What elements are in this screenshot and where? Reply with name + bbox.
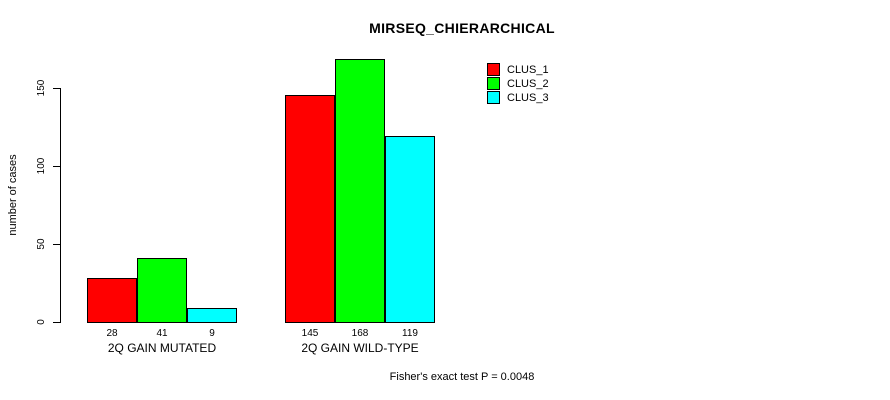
legend-swatch-clus_1 bbox=[487, 63, 500, 76]
legend-swatch-clus_2 bbox=[487, 77, 500, 90]
bar-value-label: 145 bbox=[301, 328, 319, 339]
legend-item-clus_3: CLUS_3 bbox=[487, 91, 549, 104]
bar-value-label: 119 bbox=[402, 328, 418, 339]
legend-label: CLUS_1 bbox=[507, 63, 549, 76]
chart-title: MIRSEQ_CHIERARCHICAL bbox=[369, 20, 555, 36]
bar-clus_3-group2 bbox=[385, 136, 435, 323]
bar-value-label: 9 bbox=[209, 328, 215, 339]
bar-clus_2-group2 bbox=[335, 59, 385, 323]
bar-value-label: 41 bbox=[156, 328, 168, 339]
y-tick-label-100: 100 bbox=[36, 157, 47, 175]
x-category-label-group1: 2Q GAIN MUTATED bbox=[107, 341, 217, 355]
y-tick-0 bbox=[53, 322, 60, 323]
y-tick-label-0: 0 bbox=[36, 319, 47, 325]
footnote-fisher-test: Fisher's exact test P = 0.0048 bbox=[389, 371, 535, 383]
y-tick-label-50: 50 bbox=[36, 238, 47, 250]
y-tick-100 bbox=[53, 166, 60, 167]
bar-clus_3-group1 bbox=[187, 308, 237, 323]
bar-clus_2-group1 bbox=[137, 258, 187, 323]
bar-value-label: 28 bbox=[106, 328, 118, 339]
bar-clus_1-group1 bbox=[87, 278, 137, 323]
y-axis-line bbox=[60, 87, 61, 323]
legend-item-clus_2: CLUS_2 bbox=[487, 77, 549, 90]
y-tick-150 bbox=[53, 88, 60, 89]
y-axis-label: number of cases bbox=[7, 154, 19, 236]
legend: CLUS_1 CLUS_2 CLUS_3 bbox=[487, 63, 549, 105]
x-category-label-group2: 2Q GAIN WILD-TYPE bbox=[301, 341, 419, 355]
bar-value-label: 168 bbox=[351, 328, 369, 339]
legend-item-clus_1: CLUS_1 bbox=[487, 63, 549, 76]
bar-clus_1-group2 bbox=[285, 95, 335, 323]
y-tick-50 bbox=[53, 244, 60, 245]
legend-label: CLUS_3 bbox=[507, 91, 549, 104]
legend-label: CLUS_2 bbox=[507, 77, 549, 90]
y-tick-label-150: 150 bbox=[36, 79, 47, 97]
legend-swatch-clus_3 bbox=[487, 91, 500, 104]
